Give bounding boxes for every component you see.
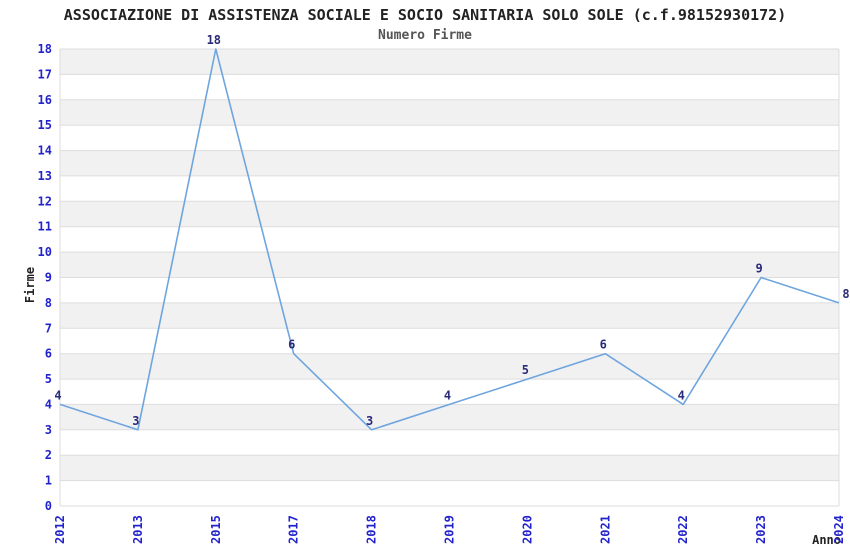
y-tick-label: 10 xyxy=(38,245,52,259)
grid-band xyxy=(60,99,839,126)
grid-band xyxy=(60,353,839,380)
x-tick-label: 2020 xyxy=(520,515,534,544)
x-tick-label: 2017 xyxy=(287,515,301,544)
data-label: 4 xyxy=(444,388,451,402)
x-axis-title: Anno xyxy=(812,533,841,547)
y-tick-label: 15 xyxy=(38,118,52,132)
y-tick-label: 16 xyxy=(38,93,52,107)
y-tick-label: 13 xyxy=(38,169,52,183)
x-tick-label: 2023 xyxy=(754,515,768,544)
grid-band xyxy=(60,455,839,481)
x-tick-label: 2022 xyxy=(676,515,690,544)
grid-band xyxy=(60,201,839,227)
x-tick-label: 2021 xyxy=(598,515,612,544)
y-tick-label: 6 xyxy=(45,347,52,361)
data-label: 6 xyxy=(288,338,295,352)
grid-band xyxy=(60,150,839,176)
y-tick-label: 8 xyxy=(45,296,52,310)
x-tick-label: 2013 xyxy=(131,515,145,544)
y-tick-label: 2 xyxy=(45,448,52,462)
y-tick-label: 18 xyxy=(38,42,52,56)
grid-band xyxy=(60,49,839,75)
data-label: 8 xyxy=(842,287,849,301)
data-label: 3 xyxy=(366,414,373,428)
series-line xyxy=(59,48,840,431)
chart-title: ASSOCIAZIONE DI ASSISTENZA SOCIALE E SOC… xyxy=(63,6,787,24)
y-tick-label: 7 xyxy=(45,321,52,335)
grid-band xyxy=(60,404,839,430)
data-label: 18 xyxy=(207,33,221,47)
x-tick-label: 2019 xyxy=(443,515,457,544)
x-tick-label: 2012 xyxy=(53,515,67,544)
data-label: 9 xyxy=(755,262,762,276)
data-label: 5 xyxy=(522,363,529,377)
y-axis-title: Firme xyxy=(23,267,37,303)
y-tick-label: 4 xyxy=(45,397,52,411)
x-tick-label: 2024 xyxy=(832,515,846,544)
y-tick-label: 14 xyxy=(38,144,52,158)
y-tick-label: 12 xyxy=(38,194,52,208)
y-tick-label: 5 xyxy=(45,372,52,386)
y-tick-label: 3 xyxy=(45,423,52,437)
y-tick-label: 9 xyxy=(45,271,52,285)
y-tick-label: 0 xyxy=(45,499,52,513)
data-label: 3 xyxy=(132,414,139,428)
y-tick-label: 11 xyxy=(38,220,52,234)
grid-band xyxy=(60,302,839,329)
grid-band xyxy=(60,252,839,278)
chart-subtitle: Numero Firme xyxy=(378,28,472,43)
x-tick-label: 2015 xyxy=(209,515,223,544)
data-label: 4 xyxy=(678,388,685,402)
y-tick-label: 1 xyxy=(45,474,52,488)
x-tick-label: 2018 xyxy=(365,515,379,544)
data-label: 6 xyxy=(600,338,607,352)
y-tick-label: 17 xyxy=(38,67,52,81)
data-label: 4 xyxy=(54,388,61,402)
